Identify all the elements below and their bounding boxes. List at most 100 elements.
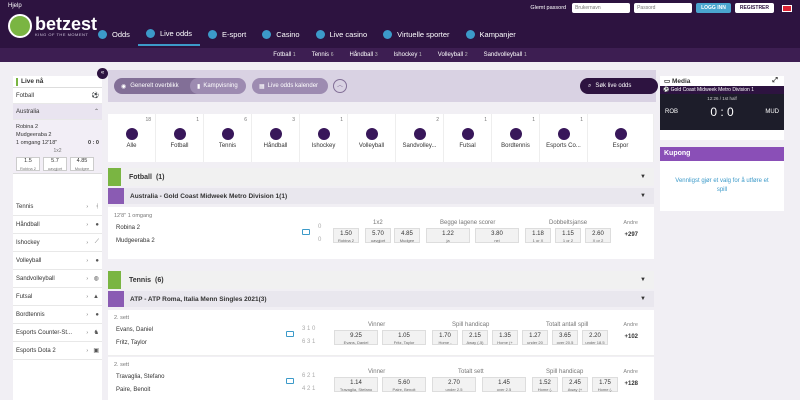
nav-live-odds[interactable]: Live odds xyxy=(137,22,201,46)
nav-live-casino[interactable]: Live casino xyxy=(308,22,376,46)
league-header[interactable]: ATP - ATP Roma, Italia Menn Singles 2021… xyxy=(108,291,654,307)
odds-button[interactable]: 1.50 Robina 2 xyxy=(333,228,359,243)
odds-button[interactable]: 1.18 1 or X xyxy=(525,228,551,243)
odds-button[interactable]: 1.15 1 or 2 xyxy=(555,228,581,243)
nav-casino[interactable]: Casino xyxy=(254,22,307,46)
flag-icon[interactable] xyxy=(782,4,792,12)
tv-icon[interactable] xyxy=(286,378,294,384)
sidebar-item-football[interactable]: Fotball ⚽ xyxy=(13,88,102,104)
calendar-button[interactable]: ▦ Live odds kalender xyxy=(252,78,328,94)
odds-button[interactable]: 5.70 uavgjort xyxy=(365,228,391,243)
subnav-label: Sandvolleyball xyxy=(483,52,523,58)
sport-tennis[interactable]: 6 Tennis xyxy=(204,114,252,162)
odds-button[interactable]: 9.25 Evans, Daniel xyxy=(334,330,378,345)
sport-icehockey[interactable]: 1 Ishockey xyxy=(300,114,348,162)
odds-button[interactable]: 1.27 under 20 xyxy=(522,330,548,345)
away-team[interactable]: Fritz, Taylor xyxy=(116,340,147,346)
odds-button[interactable]: 1.45 over 2.5 xyxy=(482,377,526,392)
league-header[interactable]: Australia - Gold Coast Midweek Metro Div… xyxy=(108,188,654,204)
subnav-icehockey[interactable]: Ishockey 1 xyxy=(386,52,430,58)
sidebar-item-handball[interactable]: Håndball › ● xyxy=(13,216,102,234)
sidebar-item-esports-dota[interactable]: Esports Dota 2 › ▣ xyxy=(13,342,102,360)
section-tennis-header[interactable]: Tennis (6) ▼ xyxy=(108,271,654,289)
nav-virtual-sports[interactable]: Virtuelle sporter xyxy=(375,22,457,46)
odds-button[interactable]: 4.85 Mudgee xyxy=(394,228,420,243)
sidebar-item-table-tennis[interactable]: Bordtennis › ● xyxy=(13,306,102,324)
register-button[interactable]: REGISTRER xyxy=(734,3,774,13)
sport-esports[interactable]: Espor xyxy=(588,114,654,162)
sport-futsal[interactable]: 1 Futsal xyxy=(444,114,492,162)
away-team[interactable]: Paire, Benoit xyxy=(116,387,151,393)
logo[interactable]: betzest KING OF THE MOMENT xyxy=(8,14,97,38)
odds-button[interactable]: 1.70 Home - xyxy=(432,330,458,345)
expand-icon[interactable]: ⤢ xyxy=(772,77,778,84)
odds-button[interactable]: 2.20 under 18.5 xyxy=(582,330,608,345)
live-tracker[interactable]: 12:26 / 1st half ROB 0 : 0 MUD xyxy=(660,94,784,130)
match-view-button[interactable]: ▮ Kampvisning xyxy=(190,78,246,94)
odds-button[interactable]: 1.05 Fritz, Taylor xyxy=(382,330,426,345)
sidebar-item-icehockey[interactable]: Ishockey › ⟋ xyxy=(13,234,102,252)
event-row[interactable]: 12'8" 1 omgang Robina 2 Mudgeeraba 2 0 0… xyxy=(108,207,654,259)
sidebar-item-futsal[interactable]: Futsal › ▲ xyxy=(13,288,102,306)
tv-icon[interactable] xyxy=(302,229,310,235)
odds-button[interactable]: 2.70 under 2.5 xyxy=(432,377,476,392)
sport-football[interactable]: 1 Fotball xyxy=(156,114,204,162)
forgot-password-link[interactable]: Glemt passord xyxy=(530,5,567,11)
more-markets-link[interactable]: +297 xyxy=(624,232,638,238)
nav-odds[interactable]: Odds xyxy=(90,22,138,46)
subnav-handball[interactable]: Håndball 3 xyxy=(342,52,386,58)
event-row[interactable]: 2. sett Travaglia, Stefano Paire, Benoit… xyxy=(108,357,654,400)
sport-esports-cs[interactable]: 1 Esports Co... xyxy=(540,114,588,162)
home-team[interactable]: Evans, Daniel xyxy=(116,327,154,333)
help-link[interactable]: Hjelp xyxy=(8,3,22,9)
odds-label: X or 2 xyxy=(592,238,604,243)
odds-button[interactable]: 1.52 Home (- xyxy=(532,377,558,392)
sidebar-item-beach-volleyball[interactable]: Sandvolleyball › ◍ xyxy=(13,270,102,288)
event-row[interactable]: 2. sett Evans, Daniel Fritz, Taylor 3 1 … xyxy=(108,310,654,356)
password-input[interactable] xyxy=(634,3,693,13)
sidebar-item-tennis[interactable]: Tennis › ᚮ xyxy=(13,198,102,216)
search-live-odds[interactable]: ⌕ Søk live odds xyxy=(580,78,658,94)
odds-button[interactable]: 1.35 Home (+ xyxy=(492,330,518,345)
overview-button[interactable]: ◉ Generelt overblikk xyxy=(114,78,212,94)
odds-button[interactable]: 1.75 Home (- xyxy=(592,377,618,392)
odds-button[interactable]: 1.22 ja xyxy=(426,228,470,243)
odds-button[interactable]: 1.14 Travaglia, Stefano xyxy=(334,377,378,392)
section-football-header[interactable]: Fotball (1) ▼ xyxy=(108,168,654,186)
odds-button[interactable]: 2.15 Away (-5) xyxy=(462,330,488,345)
subnav-beach-volleyball[interactable]: Sandvolleyball 1 xyxy=(476,52,535,58)
sidebar-item-volleyball[interactable]: Volleyball › ● xyxy=(13,252,102,270)
login-button[interactable]: LOGG INN xyxy=(696,3,731,13)
sport-all[interactable]: 18 Alle xyxy=(108,114,156,162)
odds-button[interactable]: 1.5 Robina 2 xyxy=(16,157,40,171)
sport-table-tennis[interactable]: 1 Bordtennis xyxy=(492,114,540,162)
nav-esport[interactable]: E-sport xyxy=(200,22,254,46)
sidebar-match[interactable]: Robina 2 Mudgeeraba 2 1 omgang 12'18" 0 :… xyxy=(13,120,102,174)
subnav-tennis[interactable]: Tennis 6 xyxy=(304,52,342,58)
tv-icon[interactable] xyxy=(286,331,294,337)
odds-button[interactable]: 3.65 over 20.5 xyxy=(552,330,578,345)
subnav-volleyball[interactable]: Volleyball 2 xyxy=(430,52,476,58)
away-team[interactable]: Mudgeeraba 2 xyxy=(116,238,155,244)
odds-button[interactable]: 2.60 X or 2 xyxy=(585,228,611,243)
odds-button[interactable]: 5.7 uavgjort xyxy=(43,157,67,171)
more-markets-link[interactable]: +128 xyxy=(624,381,638,387)
sport-volleyball[interactable]: Volleyball xyxy=(348,114,396,162)
chevron-up-icon[interactable]: ︿ xyxy=(333,79,347,93)
username-input[interactable] xyxy=(572,3,631,13)
subnav-football[interactable]: Fotball 1 xyxy=(265,52,303,58)
odds-button[interactable]: 3.80 nei xyxy=(475,228,519,243)
home-team[interactable]: Travaglia, Stefano xyxy=(116,374,165,380)
sidebar-item-esports-cs[interactable]: Esports Counter-St... › ♞ xyxy=(13,324,102,342)
sport-beach-volleyball[interactable]: 2 Sandvolley... xyxy=(396,114,444,162)
odds-button[interactable]: 5.60 Paire, Benoit xyxy=(382,377,426,392)
sidebar-country-australia[interactable]: Australia ⌃ xyxy=(13,104,102,120)
more-markets-link[interactable]: +102 xyxy=(624,334,638,340)
gift-icon xyxy=(465,29,475,39)
home-team[interactable]: Robina 2 xyxy=(116,225,141,231)
odds-button[interactable]: 4.85 Mudgee xyxy=(70,157,94,171)
sidebar-collapse-button[interactable]: « xyxy=(97,68,108,79)
sport-handball[interactable]: 3 Håndball xyxy=(252,114,300,162)
odds-button[interactable]: 2.45 Away (+ xyxy=(562,377,588,392)
nav-campaigns[interactable]: Kampanjer xyxy=(458,22,524,46)
